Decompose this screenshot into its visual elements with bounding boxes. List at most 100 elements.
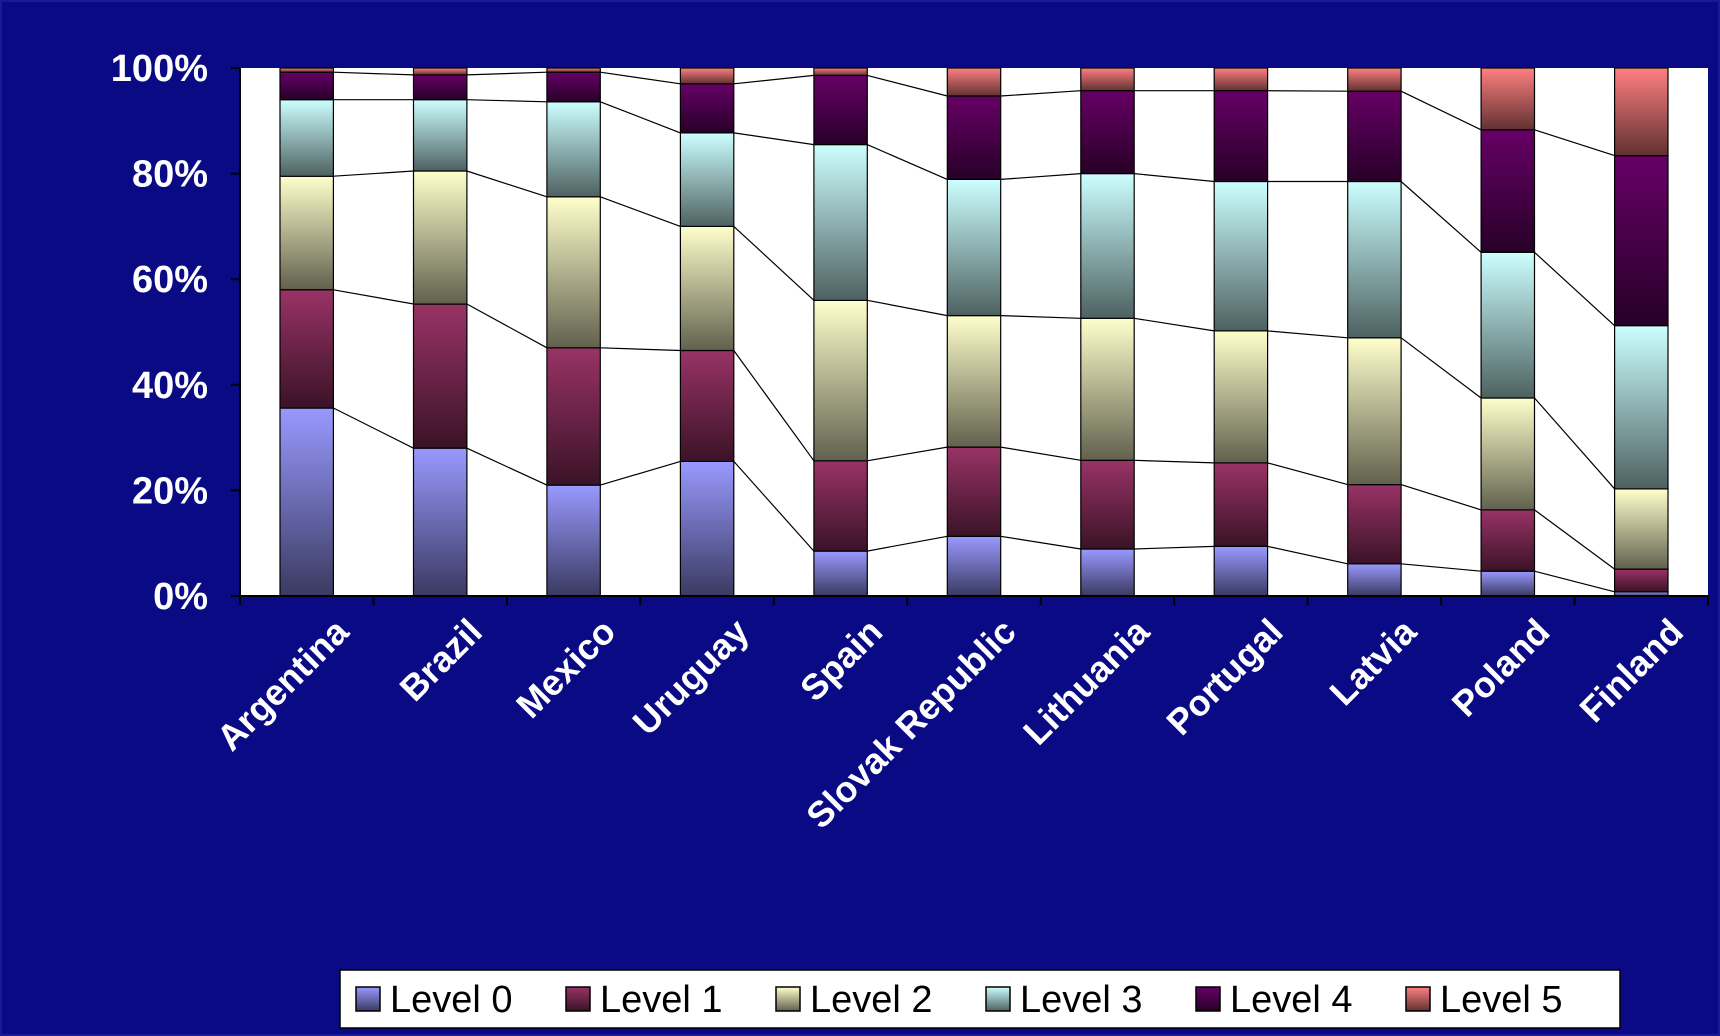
connector-level-2-10	[1534, 397, 1616, 490]
bar-finland-level-2	[1613, 488, 1669, 570]
bar-finland-level-4	[1613, 155, 1669, 327]
bar-mexico-level-5	[546, 67, 601, 73]
connector-level-4-3	[600, 71, 681, 85]
connector-level-3-6	[1000, 173, 1081, 180]
connector-level-3-9	[1400, 181, 1482, 253]
bar-argentina-level-4	[279, 71, 335, 101]
connector-level-3-4	[733, 132, 814, 146]
x-label-mexico: Mexico	[508, 611, 623, 726]
x-label-portugal: Portugal	[1158, 611, 1290, 743]
connector-level-0-3	[600, 460, 681, 486]
legend-label-level-2: Level 2	[810, 979, 933, 1021]
bar-brazil-level-0	[412, 447, 468, 597]
legend-swatch-level-1	[565, 986, 591, 1012]
connector-level-2-8	[1267, 330, 1348, 339]
bar-latvia-level-4	[1347, 90, 1402, 183]
x-label-spain: Spain	[792, 611, 890, 709]
connector-level-1-5	[867, 446, 948, 462]
bar-portugal-level-5	[1213, 67, 1269, 92]
connector-level-0-7	[1134, 545, 1215, 550]
bar-spain-level-5	[813, 67, 868, 77]
legend-label-level-1: Level 1	[600, 979, 723, 1021]
connector-level-2-7	[1134, 317, 1215, 332]
bar-lithuania-level-2	[1080, 317, 1135, 461]
bar-latvia-level-5	[1347, 67, 1402, 92]
series-connector-lines	[333, 71, 1616, 593]
y-tick-label-1: 20%	[132, 470, 208, 512]
bar-brazil-level-2	[412, 170, 468, 305]
connector-level-1-6	[1000, 446, 1081, 461]
connector-level-2-9	[1400, 337, 1482, 399]
x-label-uruguay: Uruguay	[624, 611, 756, 743]
bar-spain-level-3	[813, 144, 868, 302]
connector-level-4-2	[466, 71, 547, 76]
y-tick-label-5: 100%	[111, 48, 208, 90]
bar-lithuania-level-3	[1080, 173, 1135, 319]
x-label-finland: Finland	[1571, 611, 1691, 731]
connector-level-2-1	[333, 170, 414, 177]
x-axis-category-labels: Argentina Brazil Mexico Uruguay SpainSlovak …	[209, 610, 1691, 836]
connector-level-4-6	[1000, 90, 1081, 97]
legend-label-level-3: Level 3	[1020, 979, 1143, 1021]
connector-level-3-5	[866, 144, 948, 180]
bar-uruguay-level-0	[679, 460, 735, 597]
bar-lithuania-level-5	[1080, 67, 1135, 92]
bar-brazil-level-3	[412, 99, 468, 172]
bar-slovak-republic-level-0	[946, 535, 1002, 597]
y-tick-label-3: 60%	[132, 259, 208, 301]
bars-group	[279, 67, 1669, 597]
bar-poland-level-2	[1480, 397, 1536, 511]
bar-uruguay-level-3	[679, 132, 735, 227]
connector-level-1-8	[1267, 462, 1348, 486]
bar-mexico-level-2	[546, 196, 601, 349]
bar-portugal-level-4	[1213, 90, 1269, 183]
bar-mexico-level-1	[546, 347, 601, 486]
bar-slovak-republic-level-1	[946, 446, 1002, 537]
bar-slovak-republic-level-4	[946, 95, 1002, 181]
bar-slovak-republic-level-5	[946, 67, 1002, 97]
legend-swatch-level-2	[775, 986, 801, 1012]
bar-mexico-level-0	[546, 484, 601, 597]
connector-level-4-5	[867, 74, 948, 97]
y-tick-label-4: 80%	[132, 154, 208, 196]
connector-level-0-2	[466, 447, 548, 486]
bar-spain-level-1	[813, 460, 868, 552]
connector-level-1-2	[466, 303, 548, 349]
bar-poland-level-5	[1480, 67, 1536, 131]
bar-lithuania-level-4	[1080, 90, 1135, 175]
connector-level-4-1	[333, 71, 414, 76]
bar-mexico-level-3	[546, 101, 601, 198]
bar-brazil-level-5	[412, 67, 468, 76]
legend-box	[339, 969, 1621, 1029]
axes-group	[231, 67, 1709, 605]
legend-swatch-level-5	[1405, 986, 1431, 1012]
bar-lithuania-level-0	[1080, 548, 1135, 597]
x-label-brazil: Brazil	[392, 611, 490, 709]
bar-portugal-level-3	[1213, 180, 1269, 332]
connector-level-0-9	[1401, 563, 1482, 572]
bar-uruguay-level-4	[679, 83, 735, 134]
bar-finland-level-5	[1613, 67, 1669, 157]
legend-swatch-level-3	[985, 986, 1011, 1012]
connector-level-3-7	[1134, 173, 1215, 183]
connector-level-0-8	[1267, 545, 1348, 565]
bar-argentina-level-1	[279, 289, 335, 409]
legend-swatch-level-4	[1195, 986, 1221, 1012]
connector-level-1-3	[600, 347, 681, 352]
bar-brazil-level-1	[412, 303, 468, 449]
connector-level-2-3	[600, 196, 681, 227]
bar-mexico-level-4	[546, 71, 601, 103]
y-axis-tick-labels: 0% 20% 40% 60% 80% 100%	[111, 48, 208, 618]
connector-level-0-10	[1534, 570, 1615, 593]
bar-latvia-level-2	[1347, 337, 1402, 486]
legend-label-level-4: Level 4	[1230, 979, 1353, 1021]
connector-level-4-8	[1267, 90, 1348, 92]
bar-portugal-level-2	[1213, 330, 1269, 464]
bar-finland-level-1	[1613, 568, 1669, 593]
bar-uruguay-level-1	[679, 349, 735, 463]
bar-portugal-level-1	[1213, 462, 1269, 547]
bar-lithuania-level-1	[1080, 459, 1135, 550]
y-tick-label-0: 0%	[153, 576, 208, 618]
